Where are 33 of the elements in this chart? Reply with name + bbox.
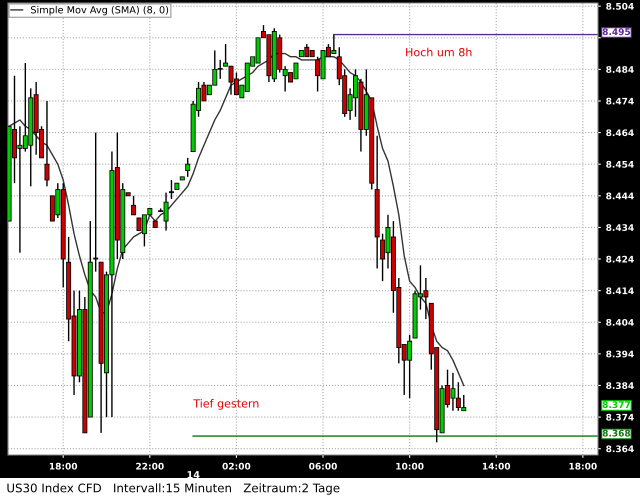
legend-label: Simple Mov Avg (SMA) (8, 0) <box>31 6 168 16</box>
y-tick-label: 8.394 <box>606 350 634 358</box>
y-tick-label: 8.444 <box>606 192 634 200</box>
y-tick-label: 8.464 <box>606 129 634 136</box>
y-tick-label: 8.504 <box>606 2 634 10</box>
y-tick-label: 8.374 <box>606 414 634 421</box>
data-label: 8.368 <box>602 430 630 437</box>
text: US30 Index CFD Intervall:15 Minuten Zeitraum:2 Tage <box>7 483 340 495</box>
x-tick-label: 18:00 <box>50 462 78 470</box>
x-tick-label: 22:00 <box>136 462 164 470</box>
y-tick-label: 8.424 <box>606 256 634 263</box>
x-tick-label: 18:00 <box>569 462 597 470</box>
x-tick-label: 06:00 <box>309 462 337 470</box>
text: 8.377 <box>602 401 630 408</box>
data-label: 8.495 <box>602 28 630 36</box>
annotation: Hoch um 8h <box>406 48 472 56</box>
candlestick <box>185 157 190 178</box>
candlestick <box>131 195 136 216</box>
y-tick-label: 8.454 <box>606 160 634 168</box>
x-tick-label: 02:00 <box>222 462 250 470</box>
candlestick <box>44 100 50 188</box>
x-tick-label: 10:00 <box>396 462 424 470</box>
y-tick-label: 8.474 <box>606 98 634 105</box>
annotation: Tief gestern <box>193 399 258 410</box>
y-tick-label: 8.364 <box>606 445 634 452</box>
candlestick <box>93 132 98 272</box>
candlestick <box>168 179 174 200</box>
x-tick-label: 14:00 <box>482 462 510 470</box>
y-tick-label: 8.484 <box>606 66 634 73</box>
y-tick-label: 8.434 <box>606 224 634 231</box>
y-tick-label: 8.414 <box>606 287 634 294</box>
y-tick-label: 8.384 <box>606 382 634 390</box>
y-tick-label: 8.404 <box>606 318 634 326</box>
